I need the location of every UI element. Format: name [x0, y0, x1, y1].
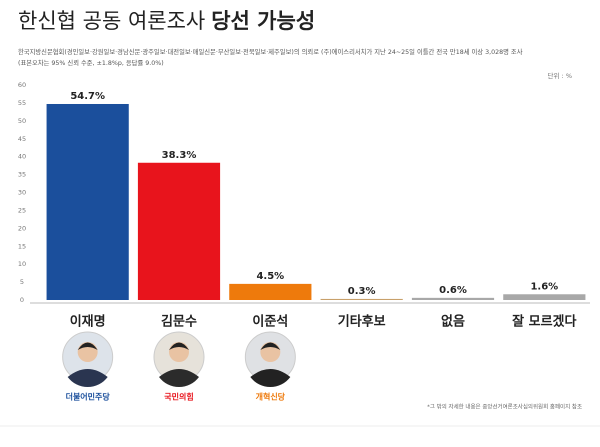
x-tick-label: 이재명 [70, 314, 106, 330]
candidate-photo [244, 331, 296, 388]
subtitle: (표본오차는 95% 신뢰 수준, ±1.8%p, 응답률 9.0%) [18, 58, 164, 67]
value-label: 1.6% [530, 281, 558, 292]
y-tick-label: 60 [18, 81, 26, 89]
candidate-photo [62, 331, 114, 387]
bar [503, 294, 586, 300]
chart-title: 한신협 공동 여론조사 당선 가능성 [18, 9, 315, 33]
title-emphasis: 당선 가능성 [211, 9, 315, 33]
y-tick-label: 5 [20, 278, 24, 286]
party-label: 개혁신당 [256, 392, 286, 402]
y-tick-label: 20 [18, 224, 26, 232]
photo-body [250, 369, 291, 388]
bar [137, 162, 221, 300]
y-tick-label: 10 [18, 260, 26, 268]
y-tick-label: 0 [20, 296, 24, 304]
party-label: 더불어민주당 [66, 392, 111, 402]
unit-label: 단위 : % [548, 71, 572, 80]
value-label: 4.5% [256, 271, 284, 282]
value-label: 0.3% [348, 286, 376, 297]
value-label: 38.3% [162, 150, 197, 161]
bar [229, 283, 312, 300]
bar [46, 103, 129, 300]
x-tick-label: 이준석 [252, 314, 288, 330]
subtitle: 한국지방신문협회(경인일보·강원일보·경남신문·광주일보·대전일보·매일신문·부… [18, 47, 523, 56]
y-tick-label: 55 [18, 99, 26, 107]
candidate-photo [153, 331, 205, 388]
y-tick-label: 45 [18, 135, 26, 143]
x-tick-label: 김문수 [161, 315, 197, 330]
party-label: 국민의힘 [164, 392, 193, 402]
y-tick-label: 15 [18, 242, 26, 250]
y-tick-label: 50 [18, 117, 26, 125]
y-tick-label: 40 [18, 153, 26, 161]
x-tick-label: 잘 모르겠다 [512, 314, 576, 330]
footnote: *그 밖의 자세한 내용은 중앙선거여론조사심의위원회 홈페이지 참조 [427, 403, 582, 411]
x-tick-label: 기타후보 [338, 314, 386, 330]
photo-body [67, 369, 108, 387]
y-tick-label: 30 [18, 189, 26, 197]
x-tick-label: 없음 [441, 314, 465, 330]
value-label: 0.6% [439, 285, 467, 296]
value-label: 54.7% [70, 91, 105, 102]
y-tick-label: 25 [18, 206, 26, 214]
photo-hair [260, 342, 281, 350]
photo-hair [77, 342, 98, 350]
title-main: 한신협 공동 여론조사 [18, 9, 205, 33]
photo-body [159, 369, 199, 388]
bar [411, 297, 495, 300]
photo-hair [169, 342, 189, 350]
y-tick-label: 35 [18, 171, 26, 179]
bar [320, 298, 403, 300]
